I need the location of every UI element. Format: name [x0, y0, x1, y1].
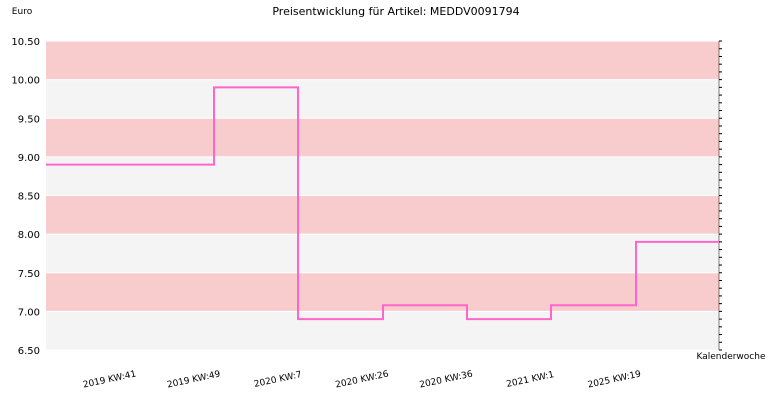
- x-axis-label: Kalenderwoche: [696, 352, 765, 362]
- band: [46, 156, 719, 196]
- x-tick-label: 2019 KW:49: [166, 369, 221, 390]
- series-group: [46, 86, 719, 321]
- y-tick-label: 9.50: [18, 114, 40, 125]
- y-tick-label: 6.50: [18, 346, 40, 357]
- chart-title: Preisentwicklung für Artikel: MEDDV00917…: [272, 5, 519, 18]
- y-tick-label: 7.50: [18, 269, 40, 280]
- y-tick-label: 9.00: [18, 153, 40, 164]
- right-axis-ticks: [718, 40, 722, 351]
- band: [46, 79, 719, 119]
- y-tick-label: 8.00: [18, 230, 40, 241]
- y-tick-label: 10.50: [11, 37, 40, 48]
- y-tick-label: 8.50: [18, 192, 40, 203]
- x-tick-label: 2020 KW:26: [335, 369, 390, 390]
- y-tick-label: 10.00: [11, 76, 40, 87]
- series-line: [46, 86, 719, 321]
- x-tick-label: 2020 KW:36: [419, 369, 474, 390]
- y-axis-label: Euro: [12, 7, 33, 17]
- y-tick-label: 7.00: [18, 307, 40, 318]
- gridlines: [46, 40, 719, 351]
- band: [46, 195, 719, 235]
- y-axis-ticks: 6.50 7.00 7.50 8.00 8.50 9.00 9.50 10.00 10.50: [11, 37, 40, 357]
- x-tick-label: 2025 KW:19: [587, 369, 642, 390]
- x-tick-label: 2019 KW:41: [82, 370, 137, 391]
- band: [46, 41, 719, 80]
- background-bands: [46, 41, 719, 350]
- x-tick-label: 2020 KW:7: [253, 370, 303, 390]
- band: [46, 234, 719, 273]
- x-axis-ticks: 2019 KW:41 2019 KW:49 2020 KW:7 2020 KW:26 2…: [82, 369, 642, 390]
- x-tick-label: 2021 KW:1: [506, 370, 556, 390]
- band: [46, 118, 719, 157]
